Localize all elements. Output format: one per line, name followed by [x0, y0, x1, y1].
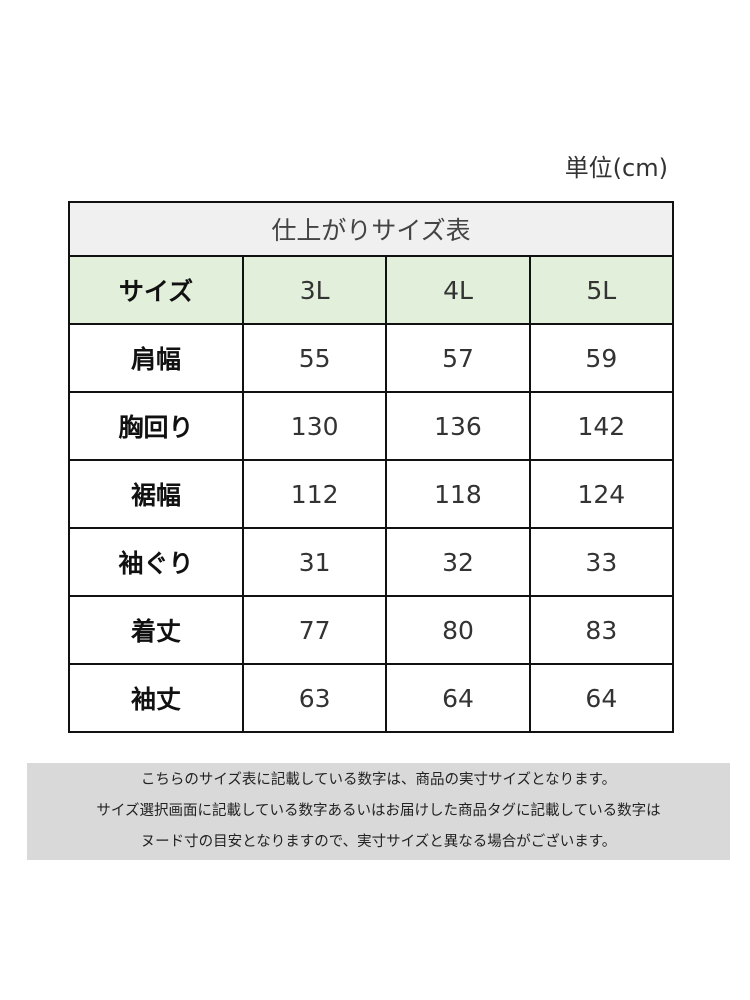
header-cell: 5L [528, 255, 675, 325]
value-cell: 31 [241, 527, 388, 597]
table-row: 肩幅 55 57 59 [68, 323, 675, 393]
value-cell: 33 [528, 527, 675, 597]
value-cell: 130 [241, 391, 388, 461]
header-cell: サイズ [68, 255, 244, 325]
value-cell: 55 [241, 323, 388, 393]
value-cell: 124 [528, 459, 675, 529]
header-row: サイズ 3L 4L 5L [68, 255, 675, 325]
note-line: ヌード寸の目安となりますので、実寸サイズと異なる場合がございます。 [140, 834, 617, 850]
table-title: 仕上がりサイズ表 [68, 201, 674, 257]
table-row: 袖丈 63 64 64 [68, 663, 675, 733]
header-cell: 3L [241, 255, 388, 325]
value-cell: 57 [385, 323, 531, 393]
note-box: こちらのサイズ表に記載している数字は、商品の実寸サイズとなります。 サイズ選択画… [27, 763, 730, 860]
value-cell: 118 [385, 459, 531, 529]
value-cell: 142 [528, 391, 675, 461]
table-row: 着丈 77 80 83 [68, 595, 675, 665]
value-cell: 77 [241, 595, 388, 665]
table-row: 胸回り 130 136 142 [68, 391, 675, 461]
row-label: 胸回り [68, 391, 244, 461]
unit-label: 単位(cm) [564, 154, 668, 182]
value-cell: 136 [385, 391, 531, 461]
row-label: 裾幅 [68, 459, 244, 529]
value-cell: 59 [528, 323, 675, 393]
row-label: 袖丈 [68, 663, 244, 733]
title-row: 仕上がりサイズ表 [68, 201, 674, 257]
row-label: 袖ぐり [68, 527, 244, 597]
value-cell: 80 [385, 595, 531, 665]
value-cell: 32 [385, 527, 531, 597]
table-row: 袖ぐり 31 32 33 [68, 527, 675, 597]
note-line: こちらのサイズ表に記載している数字は、商品の実寸サイズとなります。 [140, 772, 617, 788]
header-cell: 4L [385, 255, 531, 325]
value-cell: 64 [528, 663, 675, 733]
table-row: 裾幅 112 118 124 [68, 459, 675, 529]
value-cell: 112 [241, 459, 388, 529]
value-cell: 64 [385, 663, 531, 733]
value-cell: 63 [241, 663, 388, 733]
row-label: 着丈 [68, 595, 244, 665]
size-table: 仕上がりサイズ表 サイズ 3L 4L 5L 肩幅 55 57 59 胸回り 130 136 1… [68, 201, 675, 733]
row-label: 肩幅 [68, 323, 244, 393]
value-cell: 83 [528, 595, 675, 665]
note-line: サイズ選択画面に記載している数字あるいはお届けした商品タグに記載している数字は [96, 803, 661, 819]
